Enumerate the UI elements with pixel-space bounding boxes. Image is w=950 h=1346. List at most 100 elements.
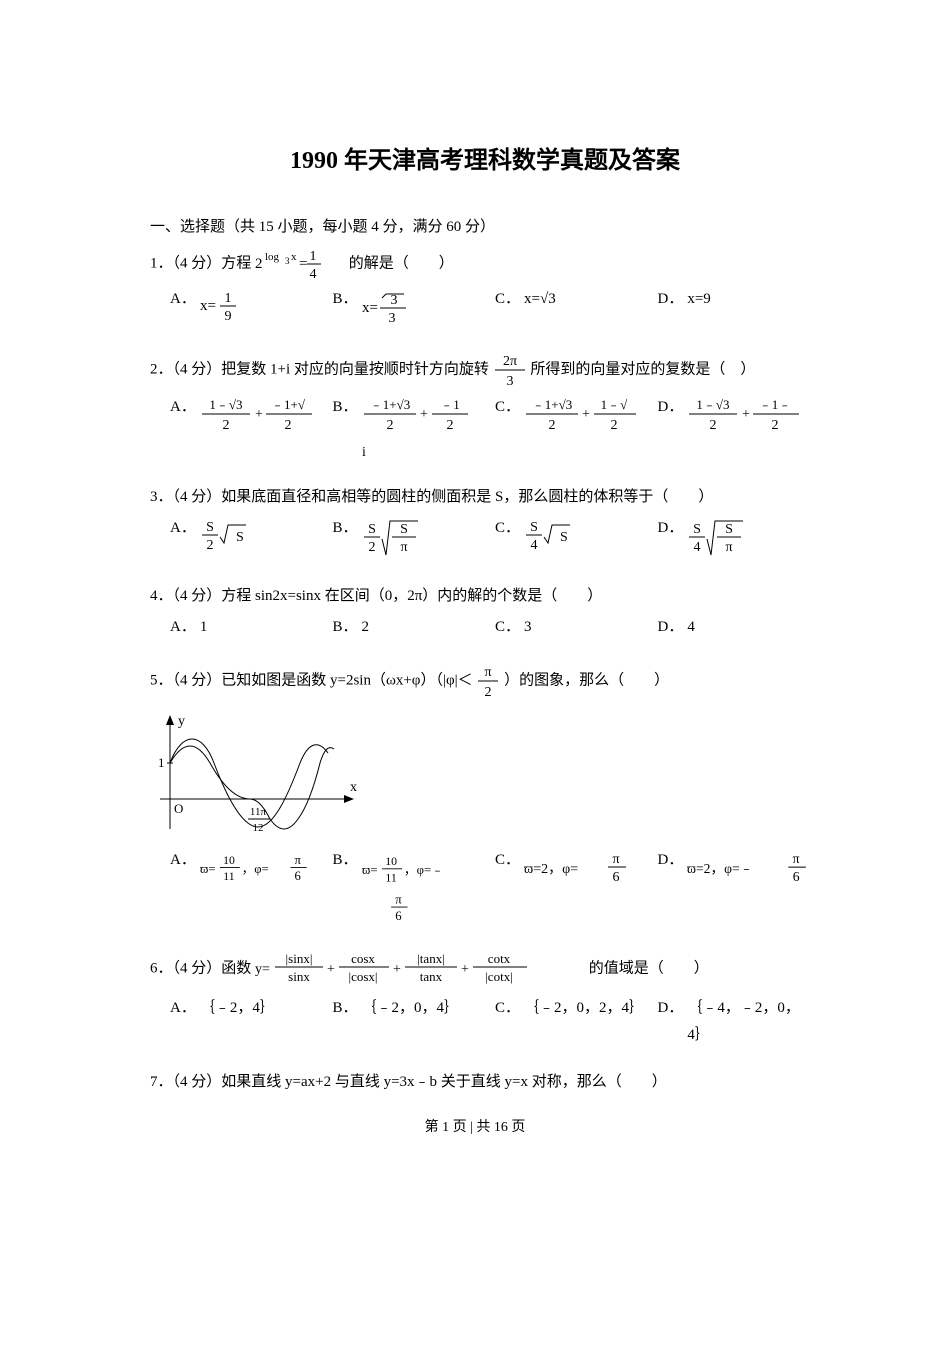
opt-label: C． — [495, 286, 520, 313]
opt-label: D． — [658, 394, 684, 421]
svg-text:2: 2 — [222, 418, 229, 433]
q3-opt-D: D． S 4 S π — [658, 515, 821, 563]
svg-text:2: 2 — [485, 685, 492, 700]
svg-text:tanx: tanx — [420, 969, 443, 984]
q6-opt-A: A．｛﹣2，4｝ — [170, 995, 333, 1022]
svg-text:ϖ=: ϖ= — [362, 863, 378, 877]
svg-text:10: 10 — [385, 854, 397, 868]
q7-stem: 7．（4 分）如果直线 y=ax+2 与直线 y=3x﹣b 关于直线 y=x 对… — [150, 1069, 820, 1096]
opt-label: C． — [495, 847, 520, 874]
q2-D-svg: 1﹣√3 2 + ﹣1﹣ 2 — [687, 394, 807, 444]
question-7: 7．（4 分）如果直线 y=ax+2 与直线 y=3x﹣b 关于直线 y=x 对… — [150, 1069, 820, 1096]
svg-text:=: = — [299, 256, 307, 272]
svg-text:+: + — [393, 962, 401, 977]
opt-label: D． — [658, 995, 684, 1022]
opt-label: B． — [333, 394, 358, 421]
svg-text:π: π — [485, 665, 492, 680]
svg-text:y=: y= — [255, 962, 270, 977]
svg-text:2: 2 — [206, 538, 213, 553]
svg-text:3: 3 — [285, 256, 290, 266]
svg-text:S: S — [693, 522, 701, 537]
opt-label: A． — [170, 995, 196, 1022]
q6-stem: 6．（4 分）函数 y= |sinx| sinx + cosx |cosx| +… — [150, 947, 820, 991]
svg-text:11π: 11π — [250, 806, 267, 818]
svg-text:|cosx|: |cosx| — [348, 969, 377, 984]
opt-label: B． — [333, 515, 358, 542]
opt-label: A． — [170, 515, 196, 542]
opt-label: D． — [658, 515, 684, 542]
q2-opt-A: A． 1﹣√3 2 + ﹣1+√ 2 — [170, 394, 333, 444]
svg-text:|sinx|: |sinx| — [286, 951, 313, 966]
opt-text: ｛﹣2，0，2，4｝ — [524, 995, 644, 1022]
svg-text:﹣1+√3: ﹣1+√3 — [532, 397, 572, 412]
svg-text:6: 6 — [613, 870, 620, 885]
origin-label: O — [174, 801, 183, 816]
svg-text:S: S — [560, 530, 568, 545]
opt-text: ｛﹣4，﹣2，0，4｝ — [687, 995, 814, 1049]
q5-D-svg: ϖ=2，φ=﹣ π 6 — [687, 847, 814, 899]
q3-C-svg: S 4 S — [524, 515, 584, 559]
opt-label: B． — [333, 847, 358, 874]
q2-opt-B: B． ﹣1+√3 2 + ﹣1 2 i — [333, 394, 496, 464]
opt-label: C． — [495, 995, 520, 1022]
svg-text:ϖ=2，φ=: ϖ=2，φ= — [524, 862, 578, 877]
svg-text:2: 2 — [386, 418, 393, 433]
question-2: 2．（4 分）把复数 1+i 对应的向量按顺时针方向旋转 2π 3 所得到的向量… — [150, 350, 820, 464]
svg-text:2: 2 — [284, 418, 291, 433]
q1-opt-A: A． x= 1 9 — [170, 286, 333, 326]
q1-A-svg: x= 1 9 — [200, 286, 250, 326]
svg-text:+: + — [420, 407, 428, 422]
svg-text:2: 2 — [368, 540, 375, 555]
opt-text: ｛﹣2，0，4｝ — [362, 995, 460, 1022]
q5-A-svg: ϖ= 10 11 ，φ= π 6 — [200, 847, 327, 899]
svg-text:2: 2 — [710, 418, 717, 433]
q1-opt-D: D． x=9 — [658, 286, 821, 313]
q5-opt-C: C． ϖ=2，φ= π 6 — [495, 847, 658, 899]
svg-text:1﹣√3: 1﹣√3 — [697, 397, 730, 412]
y-tick-1: 1 — [158, 755, 165, 770]
axis-y-label: y — [178, 714, 185, 729]
q2-C-svg: ﹣1+√3 2 + 1﹣√ 2 — [524, 394, 644, 444]
svg-text:1﹣√3: 1﹣√3 — [209, 397, 242, 412]
q3-B-svg: S 2 S π — [362, 515, 432, 563]
svg-text:6: 6 — [294, 869, 300, 883]
q5-C-svg: ϖ=2，φ= π 6 — [524, 847, 644, 899]
svg-text:cosx: cosx — [351, 951, 375, 966]
q3-opt-A: A． S 2 S — [170, 515, 333, 559]
q2-stem-prefix: 2．（4 分）把复数 1+i 对应的向量按顺时针方向旋转 — [150, 361, 489, 377]
opt-label: B． — [333, 995, 358, 1022]
opt-label: A． — [170, 394, 196, 421]
svg-text:ϖ=: ϖ= — [200, 862, 215, 876]
q2-A-svg: 1﹣√3 2 + ﹣1+√ 2 — [200, 394, 320, 444]
q4-options: A．1 B．2 C．3 D．4 — [150, 614, 820, 641]
svg-text:1: 1 — [224, 291, 231, 306]
q1-stem-prefix: 1．（4 分）方程 — [150, 255, 251, 271]
q2-frac-svg: 2π 3 — [493, 350, 527, 390]
q4-opt-D: D．4 — [658, 614, 821, 641]
q5-opt-D: D． ϖ=2，φ=﹣ π 6 — [658, 847, 821, 899]
svg-text:11: 11 — [385, 871, 396, 885]
q3-opt-C: C． S 4 S — [495, 515, 658, 559]
svg-text:12: 12 — [253, 822, 264, 834]
opt-text: x=9 — [687, 286, 710, 313]
svg-text:x=: x= — [362, 300, 378, 316]
svg-text:x: x — [291, 251, 297, 263]
svg-text:+: + — [742, 407, 750, 422]
svg-text:+: + — [327, 962, 335, 977]
svg-text:﹣1+√3: ﹣1+√3 — [369, 397, 409, 412]
opt-label: C． — [495, 394, 520, 421]
q5-stem-prefix: 5．（4 分）已知如图是函数 y=2sin（ωx+φ）（|φ|＜ — [150, 672, 473, 688]
svg-text:﹣1: ﹣1 — [440, 397, 460, 412]
q5-stem: 5．（4 分）已知如图是函数 y=2sin（ωx+φ）（|φ|＜ π 2 ）的图… — [150, 661, 820, 701]
page-footer: 第 1 页 | 共 16 页 — [0, 1116, 950, 1136]
opt-text: 2 — [362, 614, 370, 641]
q6-stem-prefix: 6．（4 分）函数 — [150, 960, 251, 976]
q1-opt-B: B． x= 3 3 — [333, 286, 496, 330]
q4-stem: 4．（4 分）方程 sin2x=sinx 在区间（0，2π）内的解的个数是（ ） — [150, 583, 820, 610]
opt-label: A． — [170, 614, 196, 641]
svg-text:﹣1﹣: ﹣1﹣ — [759, 397, 792, 412]
q2-stem-suffix: 所得到的向量对应的复数是（ ） — [530, 361, 755, 377]
svg-text:x=: x= — [200, 298, 216, 314]
svg-text:ϖ=2，φ=﹣: ϖ=2，φ=﹣ — [687, 861, 753, 876]
svg-text:2: 2 — [549, 418, 556, 433]
